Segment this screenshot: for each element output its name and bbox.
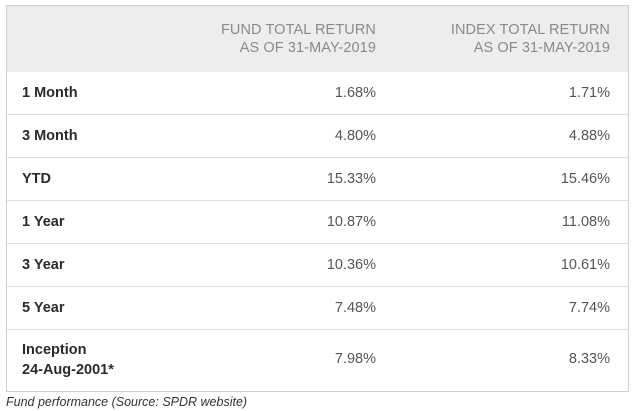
row-label: Inception 24-Aug-2001* <box>22 340 114 380</box>
row-label: YTD <box>22 171 51 187</box>
table-row: YTD 15.33% 15.46% <box>7 158 628 201</box>
inception-date: 24-Aug-2001* <box>22 362 114 378</box>
row-label: 1 Year <box>22 214 65 230</box>
index-return-cell: 10.61% <box>560 257 610 273</box>
index-return-cell: 15.46% <box>560 171 610 187</box>
fund-return-cell: 7.98% <box>334 351 376 367</box>
index-return-cell: 4.88% <box>568 128 610 144</box>
fund-header-line1: FUND TOTAL RETURN <box>220 22 376 38</box>
figure-caption: Fund performance (Source: SPDR website) <box>6 395 248 409</box>
row-label: 3 Year <box>22 257 65 273</box>
index-header-line1: INDEX TOTAL RETURN <box>450 22 610 38</box>
fund-return-cell: 15.33% <box>326 171 376 187</box>
table-row: 3 Year 10.36% 10.61% <box>7 244 628 287</box>
row-label: 1 Month <box>22 85 78 101</box>
row-label: 5 Year <box>22 300 65 316</box>
fund-header-line2: AS OF 31-MAY-2019 <box>239 40 376 56</box>
table-row: 1 Month 1.68% 1.71% <box>7 72 628 115</box>
fund-return-cell: 10.36% <box>326 257 376 273</box>
fund-return-cell: 1.68% <box>334 85 376 101</box>
index-return-cell: 1.71% <box>568 85 610 101</box>
index-return-cell: 7.74% <box>568 300 610 316</box>
index-return-cell: 8.33% <box>568 351 610 367</box>
index-return-cell: 11.08% <box>561 214 610 230</box>
row-label: 3 Month <box>22 128 78 144</box>
fund-total-return-header: FUND TOTAL RETURN AS OF 31-MAY-2019 <box>116 21 376 57</box>
fund-return-cell: 7.48% <box>334 300 376 316</box>
fund-return-cell: 10.87% <box>326 214 376 230</box>
table-row: 5 Year 7.48% 7.74% <box>7 287 628 330</box>
performance-table: FUND TOTAL RETURN AS OF 31-MAY-2019 INDE… <box>6 5 629 392</box>
table-row: 1 Year 10.87% 11.08% <box>7 201 628 244</box>
table-row: Inception 24-Aug-2001* 7.98% 8.33% <box>7 330 628 388</box>
index-header-line2: AS OF 31-MAY-2019 <box>473 40 610 56</box>
fund-return-cell: 4.80% <box>334 128 376 144</box>
table-header: FUND TOTAL RETURN AS OF 31-MAY-2019 INDE… <box>7 6 628 72</box>
index-total-return-header: INDEX TOTAL RETURN AS OF 31-MAY-2019 <box>350 21 610 57</box>
table-row: 3 Month 4.80% 4.88% <box>7 115 628 158</box>
table-body: 1 Month 1.68% 1.71% 3 Month 4.80% 4.88% … <box>7 72 628 388</box>
inception-label: Inception <box>22 342 87 358</box>
